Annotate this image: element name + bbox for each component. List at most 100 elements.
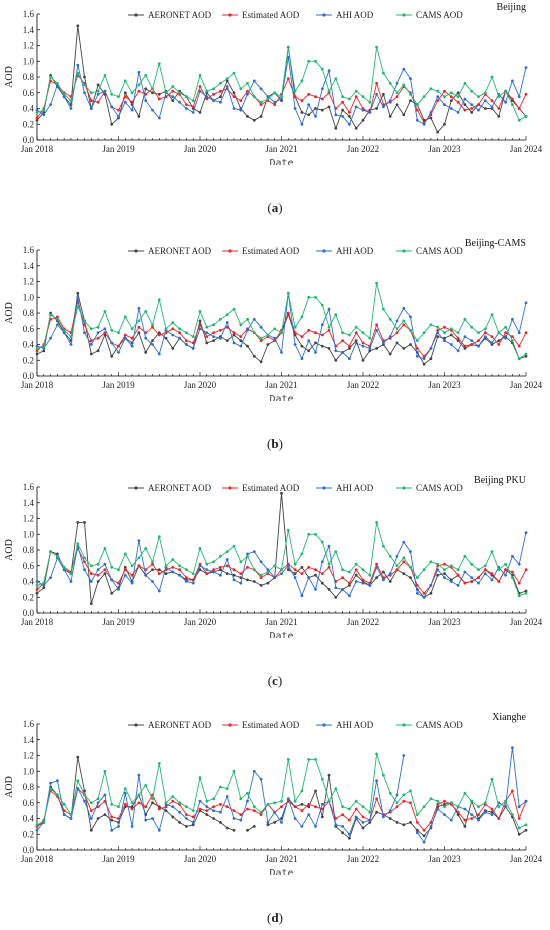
y-axis-label: AOD xyxy=(4,302,15,324)
data-point xyxy=(198,85,202,88)
data-point xyxy=(300,122,304,126)
data-point xyxy=(35,344,39,348)
data-point xyxy=(293,576,297,579)
data-point xyxy=(123,791,127,795)
data-point xyxy=(497,343,501,346)
data-point xyxy=(62,565,66,569)
data-point xyxy=(307,92,311,96)
data-point xyxy=(477,108,480,112)
data-point xyxy=(130,825,134,828)
data-point xyxy=(151,568,154,572)
data-point xyxy=(497,805,501,809)
data-point xyxy=(76,71,80,75)
y-tick-label: 0.2 xyxy=(23,829,34,839)
data-point xyxy=(497,568,501,572)
data-point xyxy=(436,807,440,811)
data-point xyxy=(490,578,494,582)
chart-panel-d: 0.0 0.2 0.4 0.6 0.8 1.0 1.2 1.4 1.6 Jan 2018 Jan 2… xyxy=(0,710,550,879)
data-point xyxy=(144,87,148,91)
data-point xyxy=(524,352,528,356)
data-point xyxy=(212,570,216,574)
data-point xyxy=(49,313,52,316)
data-point xyxy=(246,807,249,811)
data-point xyxy=(286,77,290,80)
data-point xyxy=(185,805,188,809)
data-point xyxy=(69,107,73,110)
data-point xyxy=(185,95,188,99)
data-point xyxy=(225,321,229,324)
data-point xyxy=(191,823,195,827)
data-point xyxy=(280,351,283,354)
data-point xyxy=(259,813,263,816)
data-point xyxy=(422,840,426,844)
data-point xyxy=(395,568,399,572)
legend-label: Estimated AOD xyxy=(242,246,300,256)
data-point xyxy=(239,818,243,822)
series-line xyxy=(36,25,527,133)
y-tick-label: 0.8 xyxy=(23,72,35,82)
data-point xyxy=(185,825,188,828)
data-point xyxy=(354,807,358,811)
data-point xyxy=(96,817,100,820)
data-point xyxy=(449,99,453,102)
data-point xyxy=(422,95,426,99)
data-point xyxy=(409,328,412,332)
data-point xyxy=(212,92,216,96)
data-point xyxy=(103,813,107,816)
data-point xyxy=(348,115,351,118)
data-point xyxy=(259,100,263,104)
data-point xyxy=(334,358,338,362)
data-point xyxy=(266,570,270,574)
data-point xyxy=(497,95,501,99)
data-point xyxy=(89,107,93,110)
data-point xyxy=(443,562,446,566)
data-point xyxy=(307,565,311,569)
data-point xyxy=(517,357,521,361)
data-point xyxy=(35,828,39,832)
data-point xyxy=(212,817,216,820)
data-point xyxy=(511,813,514,816)
data-point xyxy=(436,331,440,335)
data-point xyxy=(402,754,406,757)
data-point xyxy=(314,341,317,345)
y-tick-label: 1.6 xyxy=(23,482,35,492)
data-point xyxy=(348,97,351,101)
data-point xyxy=(137,115,141,118)
data-point xyxy=(219,336,222,340)
data-point xyxy=(280,95,283,99)
data-point xyxy=(212,797,216,801)
data-point xyxy=(456,805,460,809)
data-point xyxy=(443,325,446,329)
data-point xyxy=(185,568,188,572)
legend-marker xyxy=(134,249,138,253)
data-point xyxy=(483,572,487,575)
data-point xyxy=(341,95,344,99)
data-point xyxy=(314,95,317,99)
data-point xyxy=(422,362,426,366)
data-point xyxy=(49,336,52,340)
data-point xyxy=(123,100,127,104)
data-point xyxy=(89,564,93,568)
data-point xyxy=(320,777,324,781)
data-point xyxy=(239,581,243,585)
data-point xyxy=(96,568,100,572)
data-point xyxy=(477,581,480,585)
data-point xyxy=(382,341,385,345)
series-line xyxy=(36,282,527,360)
data-point xyxy=(110,354,114,358)
data-point xyxy=(246,578,249,582)
data-point xyxy=(415,591,419,595)
data-point xyxy=(110,105,114,109)
y-tick-label: 0.6 xyxy=(23,798,35,808)
data-point xyxy=(524,589,528,593)
data-point xyxy=(239,797,243,801)
y-axis-label: AOD xyxy=(4,776,15,798)
data-point xyxy=(490,777,494,781)
data-point xyxy=(463,81,467,85)
data-point xyxy=(259,777,263,781)
data-point xyxy=(354,325,358,329)
data-point xyxy=(320,572,324,575)
data-point xyxy=(382,578,385,582)
data-point xyxy=(395,103,399,106)
data-point xyxy=(130,91,134,95)
